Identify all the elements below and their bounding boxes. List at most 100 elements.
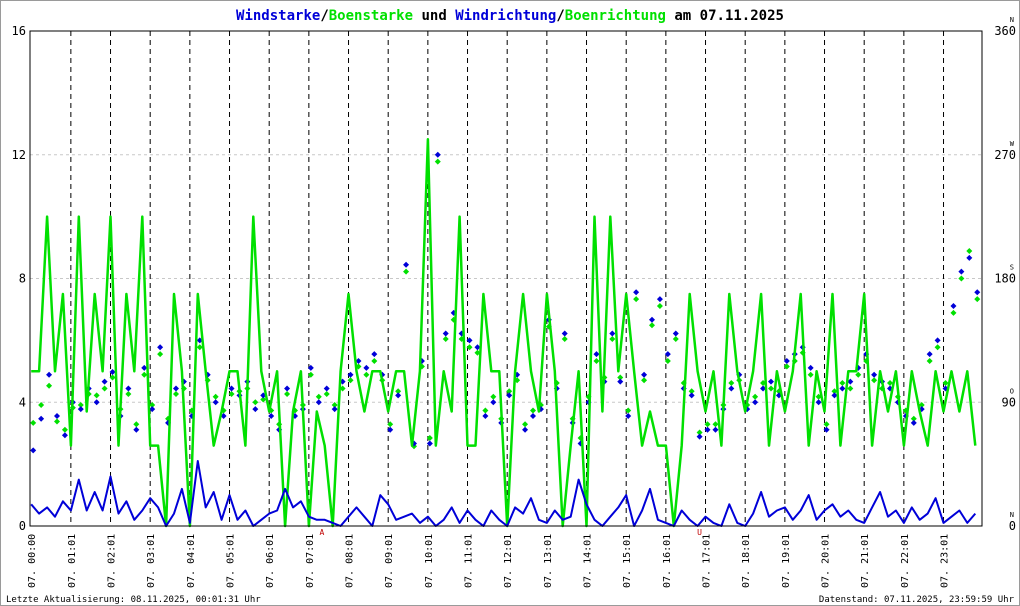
series-point-windrichtung: [839, 385, 846, 392]
series-point-windrichtung: [625, 413, 632, 419]
series-point-boenrichtung: [490, 393, 497, 400]
series-point-boenrichtung: [767, 385, 774, 392]
title-date: am 07.11.2025: [666, 8, 784, 24]
series-point-boenrichtung: [371, 358, 378, 364]
chart-title: Windstarke/Boenstarke und Windrichtung/B…: [236, 8, 784, 24]
x-tick-label: 07. 09:01: [384, 534, 395, 588]
series-point-windrichtung: [641, 371, 648, 378]
series-point-windrichtung: [482, 413, 489, 419]
series-point-windrichtung: [363, 364, 370, 371]
series-point-windrichtung: [871, 371, 878, 378]
series-point-windrichtung: [712, 426, 719, 433]
series-point-windrichtung: [61, 432, 68, 439]
series-point-boenrichtung: [728, 380, 735, 386]
x-tick-label: 07. 15:01: [622, 534, 633, 588]
series-point-windrichtung: [403, 261, 410, 268]
series-point-windrichtung: [109, 369, 116, 375]
series-point-boenrichtung: [284, 391, 291, 397]
series-point-boenrichtung: [482, 407, 489, 414]
series-point-windrichtung: [688, 392, 695, 399]
series-point-boenrichtung: [855, 371, 862, 378]
series-point-boenrichtung: [958, 275, 965, 282]
series-point-windrichtung: [664, 351, 671, 358]
title-winddir: Windrichtung: [455, 8, 556, 24]
x-tick-label: 07. 13:01: [543, 534, 554, 588]
series-point-windrichtung: [172, 385, 179, 392]
title-gustdir: Boenrichtung: [565, 8, 666, 24]
y-right-direction-letter: W: [1010, 140, 1015, 148]
series-point-boenrichtung: [839, 380, 846, 386]
series-point-windrichtung: [910, 419, 917, 426]
x-tick-label: 07. 22:01: [900, 534, 911, 588]
series-point-windrichtung: [506, 392, 513, 399]
series-point-windrichtung: [46, 371, 53, 378]
series-point-boenrichtung: [807, 371, 814, 378]
x-tick-label: 07. 07:01: [305, 534, 316, 588]
series-point-boenrichtung: [141, 371, 148, 378]
event-marker: U: [697, 528, 702, 537]
series-point-windrichtung: [268, 413, 275, 419]
series-point-boenrichtung: [633, 296, 640, 303]
series-point-boenrichtung: [434, 158, 441, 165]
footer-data-status: Datenstand: 07.11.2025, 23:59:59 Uhr: [819, 595, 1015, 605]
series-point-boenrichtung: [974, 296, 981, 303]
series-point-boenrichtung: [133, 421, 140, 428]
series-point-boenrichtung: [61, 426, 68, 433]
series-point-windrichtung: [53, 413, 60, 419]
y-right-tick-label: 270: [994, 148, 1016, 162]
x-tick-label: 07. 04:01: [186, 534, 197, 588]
series-point-boenrichtung: [648, 322, 655, 329]
x-tick-label: 07. 02:01: [107, 534, 118, 588]
series-point-boenrichtung: [260, 396, 267, 403]
series-point-boenrichtung: [617, 374, 624, 381]
series-point-boenrichtung: [307, 371, 314, 378]
series-point-boenrichtung: [529, 407, 536, 414]
series-point-boenrichtung: [609, 336, 616, 342]
series-line-boenstarke: [31, 138, 977, 528]
series-point-boenrichtung: [149, 402, 156, 408]
series-point-boenrichtung: [625, 407, 632, 414]
series-point-windrichtung: [760, 385, 767, 392]
y-left-tick-label: 0: [19, 519, 26, 533]
series-point-windrichtung: [347, 371, 354, 378]
series-point-windrichtung: [93, 399, 100, 406]
series-point-windrichtung: [728, 385, 735, 392]
series-point-windrichtung: [228, 385, 235, 392]
series-point-windrichtung: [561, 330, 568, 337]
series-point-boenrichtung: [172, 391, 179, 397]
series-point-boenrichtung: [53, 418, 60, 425]
series-point-boenrichtung: [157, 351, 164, 358]
series-point-boenrichtung: [831, 388, 838, 395]
series-point-windrichtung: [307, 364, 314, 371]
x-tick-label: 07. 03:01: [146, 534, 157, 588]
y-right-tick-label: 90: [1002, 395, 1016, 409]
series-layer: [30, 138, 981, 528]
series-point-boenrichtung: [696, 429, 703, 436]
series-point-windrichtung: [125, 385, 132, 392]
series-point-boenrichtung: [712, 421, 719, 428]
y-left-tick-label: 16: [12, 24, 26, 38]
x-tick-label: 07. 17:01: [702, 534, 713, 588]
series-point-boenrichtung: [522, 421, 529, 428]
series-point-boenrichtung: [363, 371, 370, 378]
series-point-windrichtung: [529, 413, 536, 419]
series-point-boenrichtung: [426, 435, 433, 441]
series-point-windrichtung: [696, 433, 703, 440]
series-point-boenrichtung: [347, 377, 354, 384]
series-point-windrichtung: [648, 316, 655, 323]
series-point-boenrichtung: [442, 336, 449, 342]
series-point-windrichtung: [609, 330, 616, 337]
series-point-boenrichtung: [918, 402, 925, 408]
series-point-boenrichtung: [339, 385, 346, 392]
series-point-boenrichtung: [196, 344, 203, 351]
series-point-windrichtung: [807, 364, 814, 371]
series-point-boenrichtung: [387, 421, 394, 428]
x-tick-label: 07. 18:01: [741, 534, 752, 588]
x-tick-label: 07. 00:00: [27, 534, 38, 588]
series-point-windrichtung: [656, 296, 663, 303]
series-point-windrichtung: [672, 330, 679, 337]
series-point-boenrichtung: [704, 421, 711, 428]
x-tick-label: 07. 06:01: [265, 534, 276, 588]
series-point-windrichtung: [974, 289, 981, 296]
event-marker: A: [320, 528, 325, 537]
